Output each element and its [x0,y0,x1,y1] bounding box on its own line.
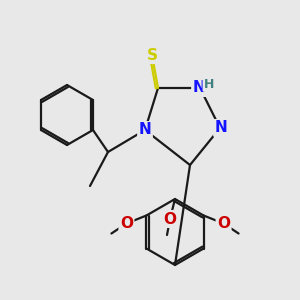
Text: N: N [214,121,227,136]
Text: N: N [139,122,152,137]
Text: O: O [120,216,133,231]
Text: O: O [164,212,176,226]
Text: H: H [204,77,214,91]
Text: S: S [146,47,158,62]
Text: N: N [193,80,206,95]
Text: O: O [217,216,230,231]
